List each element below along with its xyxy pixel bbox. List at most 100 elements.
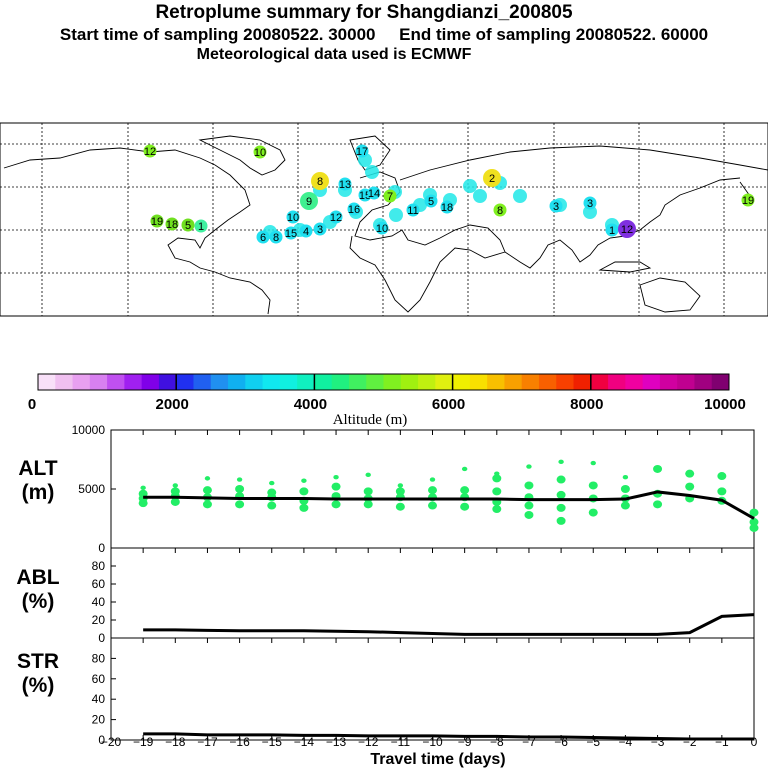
x-tick-label: −8 (490, 735, 504, 749)
y-tick-label: 60 (92, 672, 106, 686)
plume-day-label: 12 (330, 212, 342, 224)
colorbar-tick-label: 0 (28, 396, 36, 413)
plume-day-label: 15 (285, 228, 297, 240)
x-tick-label: −11 (391, 735, 411, 749)
alt-plume-dot (429, 477, 436, 482)
plume-day-label: 16 (348, 204, 360, 216)
str-y-ticks: 80 60 40 20 0 (92, 651, 116, 747)
str-unit: (%) (22, 674, 55, 697)
plume-marker (256, 230, 270, 244)
plume-marker (383, 189, 397, 203)
plume-marker (165, 217, 179, 231)
colorbar-cell (521, 374, 540, 390)
alt-plume-dot (620, 485, 630, 493)
colorbar-cell (487, 374, 505, 390)
plume-day-label: 5 (185, 220, 191, 232)
series-line-str (143, 732, 754, 741)
x-tick-label: −17 (197, 735, 218, 749)
alt-plume-dot (395, 487, 405, 496)
plume-circle (583, 205, 597, 219)
y-tick-label: 80 (92, 559, 106, 573)
alt-y-ticks: 10000 5000 0 (72, 423, 116, 555)
plume-marker (493, 203, 507, 217)
colorbar-cell (504, 374, 523, 390)
plume-day-label: 12 (144, 146, 156, 158)
plume-day-label: 8 (317, 176, 323, 188)
plume-marker (300, 192, 318, 210)
alt-plume-dot (524, 510, 534, 519)
plume-day-label: 4 (303, 226, 309, 238)
colorbar-ticks: 0 2000 4000 6000 8000 10000 (28, 374, 746, 413)
y-tick-label: 80 (92, 651, 106, 665)
plume-circle (463, 179, 477, 193)
plume-day-label: 12 (621, 224, 633, 236)
alt-plume-dot (492, 505, 502, 514)
colorbar-cell (625, 374, 644, 390)
plume-day-label: 10 (254, 147, 266, 159)
alt-plume-dot (269, 480, 275, 486)
plume-day-label: 19 (742, 195, 754, 207)
colorbar-cell (141, 374, 160, 390)
plume-day-label: 7 (387, 191, 393, 203)
plume-day-label: 1 (198, 221, 204, 233)
plume-marker (605, 223, 619, 237)
alt-plume-dot (299, 503, 309, 512)
alt-plume-dot (460, 486, 470, 495)
x-tick-label: −20 (101, 735, 122, 749)
alt-plume-dot (622, 475, 629, 480)
colorbar-cell (228, 374, 246, 390)
alt-plume-dot (460, 502, 470, 511)
plume-marker (406, 203, 420, 217)
colorbar-cell (262, 374, 281, 390)
alt-plume-dot (556, 475, 566, 484)
colorbar-frame (37, 373, 730, 391)
colorbar-label: Altitude (m) (333, 412, 408, 428)
alt-plume-dot (556, 490, 566, 499)
alt-plume-dot (653, 500, 663, 509)
colorbar-cell (210, 374, 229, 390)
plume-day-label: 11 (407, 205, 418, 217)
colorbar-cell (400, 374, 419, 390)
colorbar-tick-label: 8000 (570, 396, 603, 413)
alt-plume-dot (524, 501, 534, 510)
plume-marker (329, 210, 343, 224)
colorbar-cell (573, 374, 592, 390)
plume-day-label: 5 (428, 196, 434, 208)
plume-day-label: 2 (489, 173, 495, 185)
plume-marker (440, 200, 454, 214)
y-tick-label: 40 (92, 692, 106, 706)
alt-plume-dot (556, 516, 566, 525)
alt-plume-dot (749, 518, 759, 527)
plume-marker (741, 193, 755, 207)
colorbar-tick-label: 4000 (294, 396, 327, 413)
alt-plume-dot (526, 464, 532, 469)
plume-circle (513, 189, 527, 203)
x-tick-label: −7 (522, 735, 536, 749)
y-tick-label: 60 (92, 577, 106, 591)
x-tick-label: −16 (229, 735, 250, 749)
time-series-panels: ALT (m) ABL (%) STR (%) 10000 5000 0 80 60 4… (16, 423, 759, 768)
plume-circle (389, 208, 403, 222)
colorbar-cell (677, 374, 695, 390)
plume-marker (253, 145, 267, 159)
start-time: Start time of sampling 20080522. 30000 (59, 25, 376, 44)
plume-marker (143, 144, 157, 158)
colorbar-cell (297, 374, 315, 390)
x-ticks: −20 −19 −18 −17 −16 −15 −14 −13 −12 −11 −10 −9 −8 −7−… (101, 430, 758, 749)
plume-day-label: 13 (339, 179, 351, 191)
y-tick-label: 40 (92, 595, 106, 609)
colorbar-cell (418, 374, 436, 390)
colorbar-cell (348, 374, 367, 390)
plume-circle (365, 165, 379, 179)
alt-plume-dot (428, 486, 437, 495)
alt-plume-dot (524, 481, 534, 490)
colorbar-cell (176, 374, 194, 390)
colorbar-cell (193, 374, 212, 390)
plume-day-label: 10 (287, 212, 299, 224)
plume-marker (194, 219, 208, 233)
plume-marker (313, 222, 327, 236)
series-line-alt (143, 490, 755, 520)
alt-plume-dot (428, 501, 437, 510)
alt-plume-dot (236, 477, 243, 482)
